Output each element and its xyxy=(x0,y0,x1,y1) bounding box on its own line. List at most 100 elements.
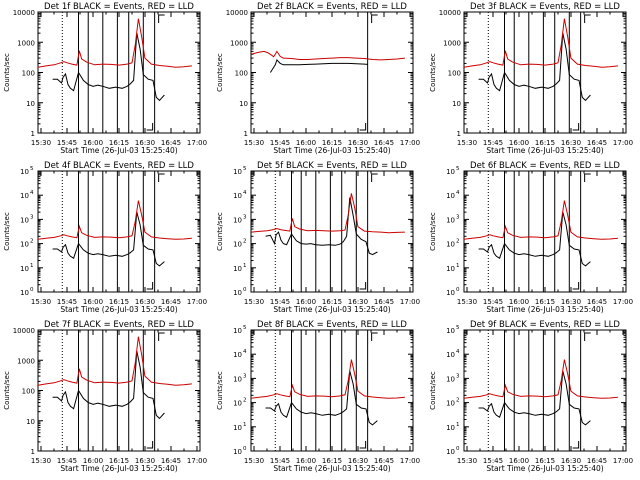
chart-panel: Det 1f BLACK = Events, RED = LLD 1 10 100 10… xyxy=(3,2,207,155)
y-tick-label: 10000 xyxy=(439,9,461,17)
y-tick-exponent: 0 xyxy=(30,287,34,293)
y-axis-label: Counts/sec xyxy=(429,53,437,92)
y-tick-exponent: 4 xyxy=(456,190,460,196)
x-tick-label: 16:45 xyxy=(374,139,394,147)
red-lld-series-line xyxy=(250,50,405,61)
corner-mark xyxy=(158,14,165,23)
y-tick-exponent: 3 xyxy=(243,373,247,379)
y-tick-label: 10000 xyxy=(226,9,248,17)
chart-title: Det 2f BLACK = Events, RED = LLD xyxy=(257,2,407,12)
x-tick-label: 17:00 xyxy=(400,298,420,306)
black-events-series-line xyxy=(478,370,591,426)
y-tick-exponent: 2 xyxy=(456,239,460,245)
y-tick-label: 10 xyxy=(233,168,242,176)
y-tick-exponent: 5 xyxy=(456,325,460,331)
y-tick-exponent: 4 xyxy=(243,190,247,196)
corner-mark xyxy=(359,282,367,290)
x-tick-label: 16:45 xyxy=(587,298,607,306)
y-tick-exponent: 1 xyxy=(243,263,247,269)
x-tick-label: 17:00 xyxy=(187,457,207,465)
black-events-series-line xyxy=(52,350,165,420)
y-tick-label: 10 xyxy=(452,100,461,108)
x-tick-label: 15:45 xyxy=(57,457,77,465)
x-tick-label: 17:00 xyxy=(187,298,207,306)
x-tick-label: 16:15 xyxy=(109,139,129,147)
y-tick-label: 10 xyxy=(446,265,455,273)
y-tick-label: 1000 xyxy=(230,39,248,47)
y-tick-label: 10 xyxy=(233,400,242,408)
x-tick-label: 16:45 xyxy=(161,457,181,465)
y-tick-label: 10 xyxy=(446,241,455,249)
y-tick-label: 10 xyxy=(446,168,455,176)
red-lld-series-line xyxy=(463,200,618,240)
y-tick-label: 10 xyxy=(20,192,29,200)
y-tick-exponent: 3 xyxy=(243,214,247,220)
plot-frame xyxy=(250,11,414,134)
x-tick-label: 15:45 xyxy=(270,298,290,306)
x-tick-label: 16:30 xyxy=(135,457,155,465)
red-lld-series-line xyxy=(250,359,405,399)
chart-title: Det 7f BLACK = Events, RED = LLD xyxy=(44,320,194,330)
x-tick-label: 15:30 xyxy=(244,139,264,147)
x-tick-label: 15:30 xyxy=(457,139,477,147)
y-tick-exponent: 4 xyxy=(456,349,460,355)
black-events-series-line xyxy=(478,211,591,267)
x-tick-label: 15:30 xyxy=(244,457,264,465)
y-tick-label: 10 xyxy=(446,192,455,200)
x-tick-label: 16:15 xyxy=(535,298,555,306)
x-tick-label: 15:45 xyxy=(483,298,503,306)
y-axis-label: Counts/sec xyxy=(3,212,11,251)
x-axis-label: Start Time (26-Jul-03 15:25:40) xyxy=(486,146,603,155)
y-tick-label: 10 xyxy=(446,448,455,456)
y-tick-exponent: 5 xyxy=(243,325,247,331)
y-tick-label: 10 xyxy=(239,100,248,108)
x-tick-label: 16:00 xyxy=(83,457,103,465)
chart-panel: Det 3f BLACK = Events, RED = LLD 1 10 100 10… xyxy=(429,2,633,155)
y-tick-label: 1 xyxy=(457,130,461,138)
y-tick-exponent: 5 xyxy=(456,166,460,172)
chart-title: Det 6f BLACK = Events, RED = LLD xyxy=(470,161,620,171)
x-axis-label: Start Time (26-Jul-03 15:25:40) xyxy=(486,464,603,473)
x-tick-label: 16:15 xyxy=(322,139,342,147)
x-tick-label: 16:30 xyxy=(561,457,581,465)
x-axis-label: Start Time (26-Jul-03 15:25:40) xyxy=(486,305,603,314)
y-tick-label: 10 xyxy=(233,216,242,224)
y-tick-exponent: 3 xyxy=(456,214,460,220)
x-axis-label: Start Time (26-Jul-03 15:25:40) xyxy=(273,305,390,314)
x-tick-label: 16:15 xyxy=(109,457,129,465)
x-tick-label: 16:00 xyxy=(296,139,316,147)
x-tick-label: 15:30 xyxy=(457,298,477,306)
y-tick-exponent: 5 xyxy=(243,166,247,172)
x-tick-label: 15:30 xyxy=(244,298,264,306)
x-tick-label: 16:30 xyxy=(561,139,581,147)
y-tick-label: 10 xyxy=(446,327,455,335)
corner-mark xyxy=(146,441,154,449)
corner-mark xyxy=(572,441,580,449)
y-tick-label: 10000 xyxy=(13,327,35,335)
red-lld-series-line xyxy=(37,336,192,386)
y-tick-label: 10 xyxy=(233,448,242,456)
x-tick-label: 17:00 xyxy=(613,139,633,147)
y-tick-label: 10 xyxy=(233,327,242,335)
corner-mark xyxy=(371,173,378,182)
x-tick-label: 16:00 xyxy=(83,139,103,147)
x-axis-label: Start Time (26-Jul-03 15:25:40) xyxy=(60,305,177,314)
y-tick-label: 1 xyxy=(244,130,248,138)
x-tick-label: 15:45 xyxy=(57,139,77,147)
y-tick-exponent: 2 xyxy=(243,239,247,245)
x-tick-label: 15:45 xyxy=(270,457,290,465)
y-tick-label: 10 xyxy=(233,192,242,200)
red-lld-series-line xyxy=(250,193,405,234)
x-tick-label: 16:45 xyxy=(161,298,181,306)
black-events-series-line xyxy=(269,58,368,73)
y-tick-exponent: 1 xyxy=(456,422,460,428)
y-tick-label: 10 xyxy=(446,424,455,432)
x-tick-label: 16:30 xyxy=(348,139,368,147)
y-tick-label: 10 xyxy=(26,100,35,108)
y-tick-label: 10 xyxy=(446,216,455,224)
y-tick-label: 10 xyxy=(446,375,455,383)
x-tick-label: 16:45 xyxy=(587,139,607,147)
